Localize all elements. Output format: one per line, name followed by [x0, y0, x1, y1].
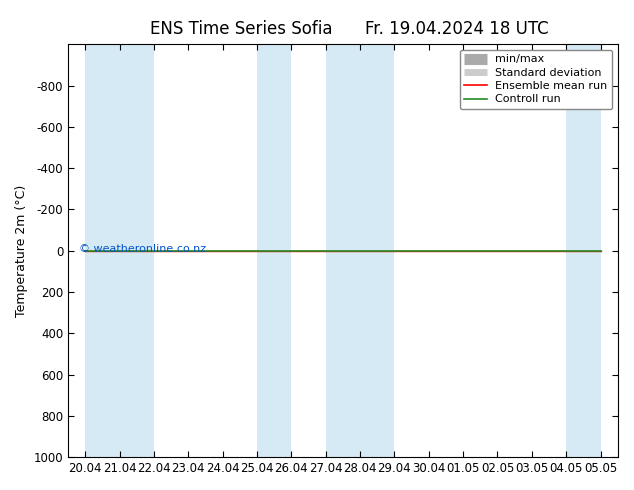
Y-axis label: Temperature 2m (°C): Temperature 2m (°C): [15, 185, 28, 317]
Legend: min/max, Standard deviation, Ensemble mean run, Controll run: min/max, Standard deviation, Ensemble me…: [460, 50, 612, 109]
Bar: [566, 45, 600, 457]
Text: ENS Time Series Sofia: ENS Time Series Sofia: [150, 20, 332, 38]
Text: © weatheronline.co.nz: © weatheronline.co.nz: [79, 244, 206, 254]
Bar: [257, 45, 292, 457]
Text: Fr. 19.04.2024 18 UTC: Fr. 19.04.2024 18 UTC: [365, 20, 548, 38]
Bar: [326, 45, 394, 457]
Bar: [85, 45, 154, 457]
